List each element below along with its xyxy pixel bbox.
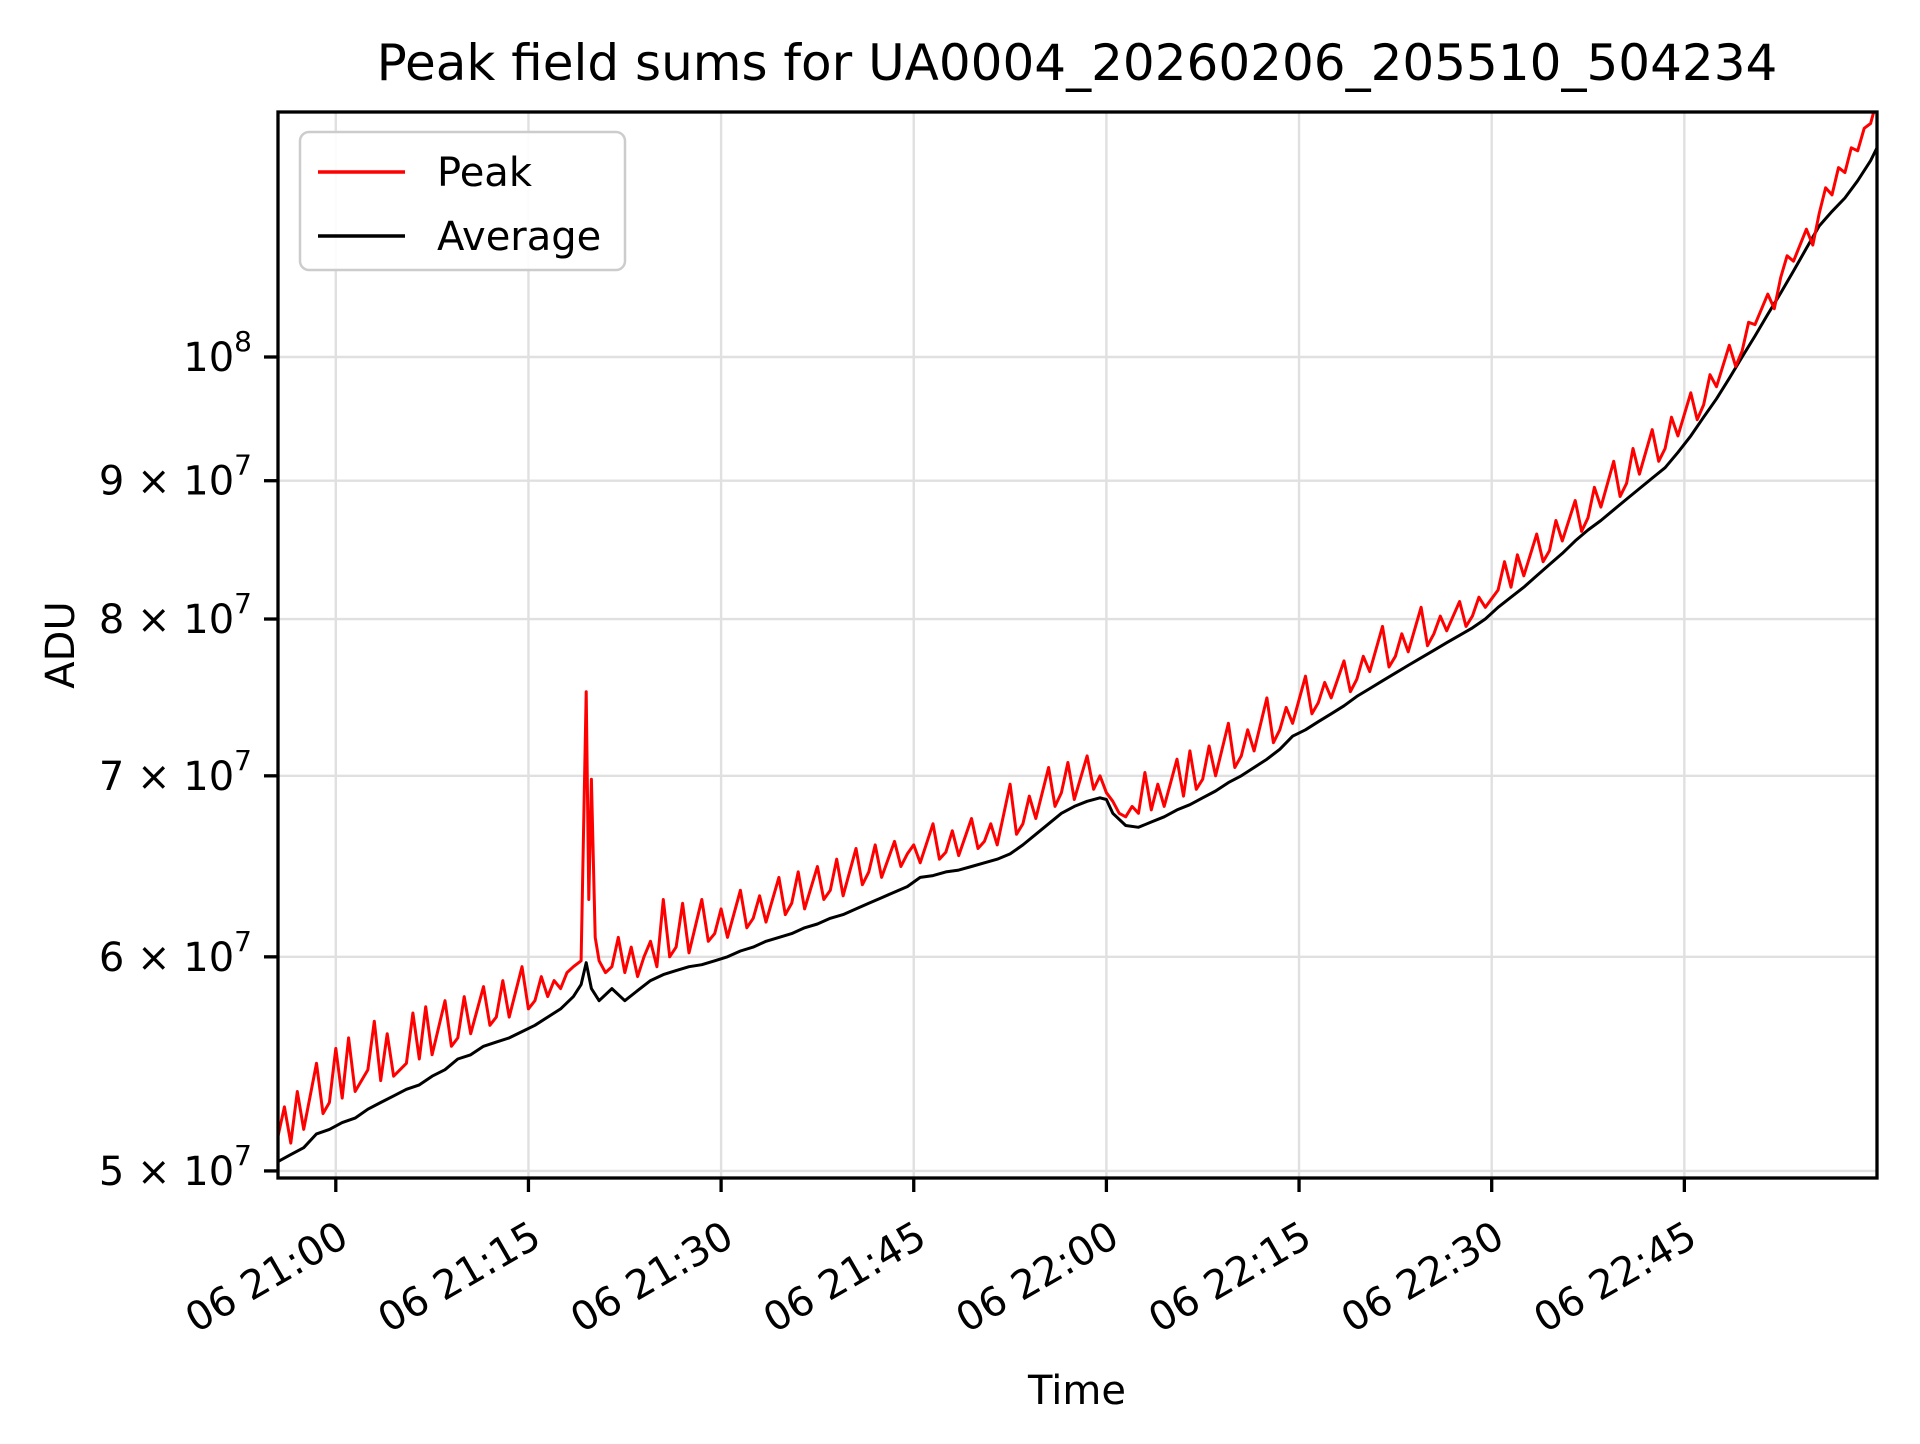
y-tick-label: 8 × 107 xyxy=(99,587,252,643)
series-layer xyxy=(278,112,1877,1164)
x-tick-label: 06 22:45 xyxy=(1526,1213,1704,1342)
legend-label: Average xyxy=(437,214,601,260)
plot-border xyxy=(276,110,1879,1180)
axis-layer: 06 21:00 06 21:15 06 21:30 06 21:45 06 22:00… xyxy=(99,325,1704,1342)
legend: Peak Average xyxy=(298,130,627,272)
series-line-peak xyxy=(278,112,1876,1145)
page-title: Peak field sums for UA0004_20260206_2055… xyxy=(377,34,1778,92)
y-tick-label: 6 × 107 xyxy=(99,925,252,981)
x-tick-label: 06 21:00 xyxy=(178,1213,356,1342)
y-tick-label: 9 × 107 xyxy=(99,449,252,505)
y-axis-label: ADU xyxy=(38,601,84,688)
grid-layer xyxy=(278,112,1877,1178)
legend-label: Peak xyxy=(437,150,533,196)
x-tick-label: 06 22:15 xyxy=(1141,1213,1319,1342)
y-tick-label: 108 xyxy=(183,325,252,381)
y-tick-label: 7 × 107 xyxy=(99,744,252,800)
x-axis-label: Time xyxy=(1027,1368,1126,1414)
series-line-average xyxy=(278,146,1877,1164)
y-tick-label: 5 × 107 xyxy=(99,1139,252,1195)
x-tick-label: 06 21:30 xyxy=(563,1213,741,1342)
legend-item-peak: Peak xyxy=(318,150,533,196)
x-tick-label: 06 22:30 xyxy=(1334,1213,1512,1342)
x-tick-label: 06 21:15 xyxy=(371,1213,549,1342)
x-tick-label: 06 21:45 xyxy=(756,1213,934,1342)
x-tick-label: 06 22:00 xyxy=(948,1213,1126,1342)
legend-item-average: Average xyxy=(318,214,601,260)
